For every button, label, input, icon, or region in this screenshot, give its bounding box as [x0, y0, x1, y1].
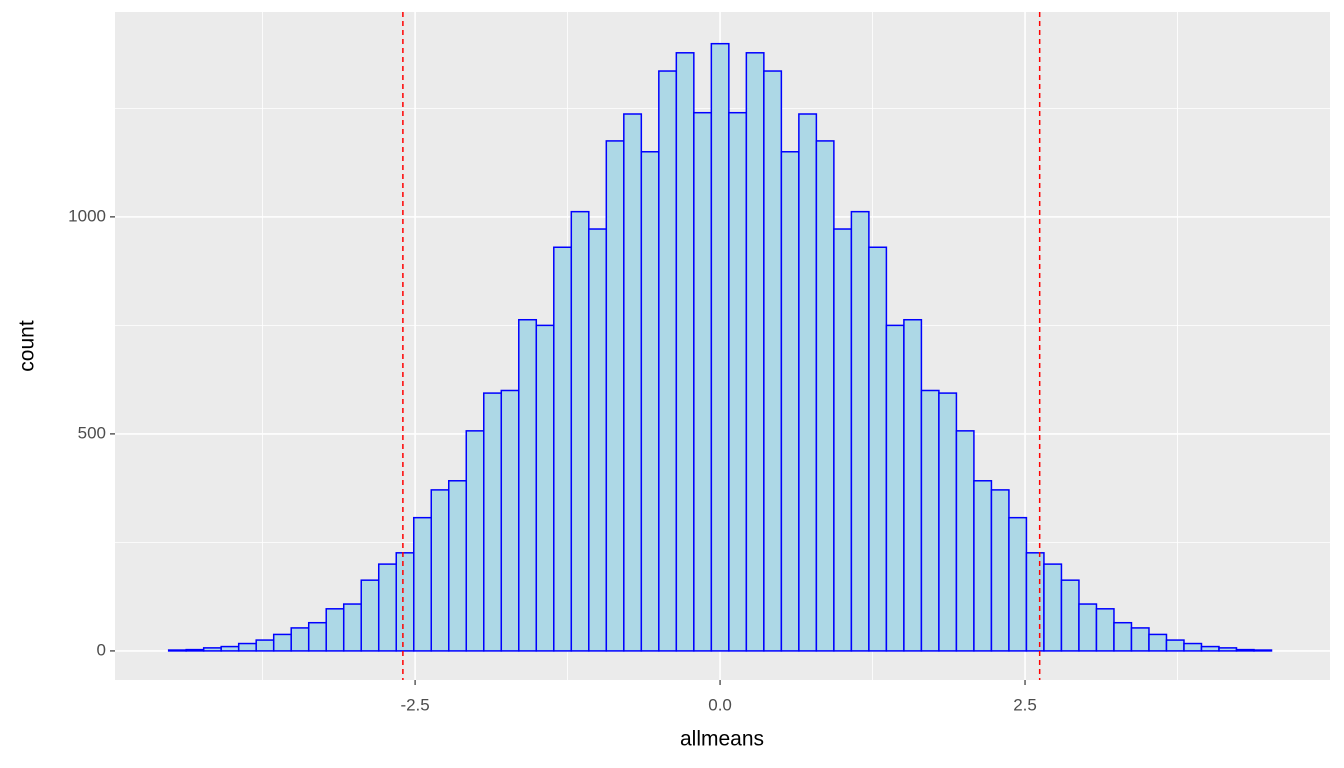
bar [535, 324, 555, 652]
bar [412, 516, 433, 652]
bar [430, 489, 450, 652]
bar [623, 113, 643, 652]
bar [500, 389, 520, 652]
x-axis-title: allmeans [680, 728, 764, 751]
bar [903, 318, 923, 652]
bar [1165, 639, 1185, 652]
bar [710, 42, 730, 652]
bar [938, 392, 958, 652]
bar [518, 318, 538, 652]
y-axis-title: count [16, 320, 39, 372]
bar [1060, 579, 1080, 652]
y-tick-label: 1000 [68, 206, 106, 225]
bar [202, 647, 222, 652]
y-tick-label: 0 [97, 640, 106, 659]
bar [1008, 516, 1028, 652]
bar [745, 52, 765, 652]
bar [342, 603, 362, 652]
bar [920, 389, 940, 652]
bar [553, 246, 573, 652]
bar [1130, 627, 1150, 652]
bar [588, 228, 608, 652]
bar [465, 430, 485, 652]
bar [377, 563, 397, 652]
bar [640, 151, 660, 652]
bar [1043, 563, 1063, 652]
bar [395, 552, 415, 652]
bar [885, 324, 905, 652]
bar [1148, 633, 1168, 652]
bar [325, 608, 345, 652]
bar [1025, 552, 1045, 652]
bar [973, 480, 993, 652]
bar [658, 70, 678, 652]
bar [1253, 649, 1273, 652]
bar [780, 151, 800, 652]
bar [307, 621, 327, 652]
bar [605, 140, 625, 652]
bar [990, 489, 1010, 652]
x-tick-label: 0.0 [708, 695, 732, 714]
bar [185, 648, 205, 652]
x-tick-label: -2.5 [400, 695, 429, 714]
bar [167, 649, 187, 652]
bar [570, 210, 590, 652]
bar [1078, 603, 1098, 652]
bar [1218, 647, 1238, 652]
bar [1183, 642, 1203, 652]
bar [675, 52, 695, 652]
bar [763, 70, 783, 652]
bar [868, 246, 888, 652]
y-tick-label: 500 [78, 423, 106, 442]
bar [955, 430, 975, 652]
bar [833, 228, 853, 652]
bar [1113, 621, 1133, 652]
bar [272, 633, 292, 652]
bar [1095, 608, 1115, 652]
bar [255, 639, 275, 652]
bar [290, 627, 310, 652]
bar [1200, 645, 1220, 652]
bar [448, 480, 468, 652]
bar [815, 140, 835, 652]
bar [693, 111, 713, 652]
bar [728, 111, 748, 652]
bar [237, 642, 257, 652]
x-tick-label: 2.5 [1013, 695, 1037, 714]
bar [360, 579, 380, 652]
bar [850, 210, 870, 652]
bar [1235, 648, 1255, 652]
bar [483, 392, 503, 652]
bar [220, 645, 240, 652]
bar [798, 113, 818, 652]
